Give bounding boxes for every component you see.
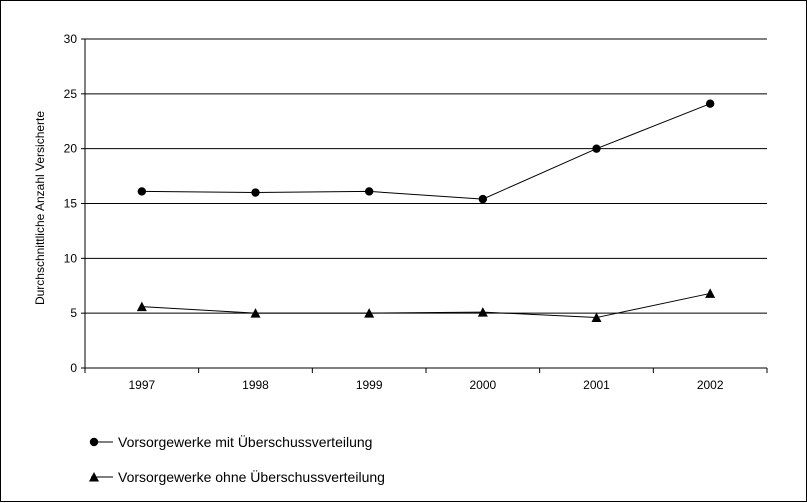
x-tick-label: 1999 <box>356 378 383 392</box>
data-point-2 <box>364 308 375 318</box>
data-point-1 <box>364 187 374 196</box>
legend-label-2: Vorsorgewerke ohne Überschussverteilung <box>118 468 385 485</box>
data-point-1 <box>137 187 147 196</box>
data-point-2 <box>250 308 261 318</box>
y-tick-label: 10 <box>64 251 78 265</box>
y-tick-label: 25 <box>64 87 78 101</box>
legend-label-1: Vorsorgewerke mit Überschussverteilung <box>118 433 372 450</box>
legend: Vorsorgewerke mit Überschussverteilung Vo… <box>89 433 385 485</box>
y-tick-label: 15 <box>64 197 78 211</box>
tick-labels: 0 5 10 15 20 25 30 1997 1998 1999 2000 2001 2002 <box>64 32 724 392</box>
data-point-1 <box>478 194 488 204</box>
axes <box>81 38 768 373</box>
data-point-1 <box>592 144 601 153</box>
legend-marker-1 <box>89 437 99 447</box>
data-point-1 <box>705 99 715 108</box>
data-point-2 <box>591 312 602 323</box>
series-group <box>136 99 716 323</box>
data-point-1 <box>251 188 260 197</box>
x-tick-label: 2000 <box>469 378 496 392</box>
x-tick-label: 1998 <box>242 378 269 392</box>
data-point-2 <box>136 301 147 312</box>
x-tick-label: 1997 <box>128 378 155 392</box>
y-tick-label: 30 <box>64 32 78 46</box>
y-axis-label: Durchschnittliche Anzahl Versicherte <box>33 111 47 305</box>
x-tick-label: 2001 <box>583 378 610 392</box>
y-tick-label: 5 <box>70 306 77 320</box>
series-line-2 <box>141 292 711 319</box>
data-point-2 <box>705 288 716 298</box>
legend-marker-2 <box>89 472 99 482</box>
gridlines <box>85 38 767 314</box>
y-tick-label: 20 <box>64 142 78 156</box>
series-line-1 <box>141 103 711 200</box>
data-point-2 <box>477 307 488 317</box>
y-tick-label: 0 <box>70 361 77 375</box>
x-tick-label: 2002 <box>697 378 724 392</box>
